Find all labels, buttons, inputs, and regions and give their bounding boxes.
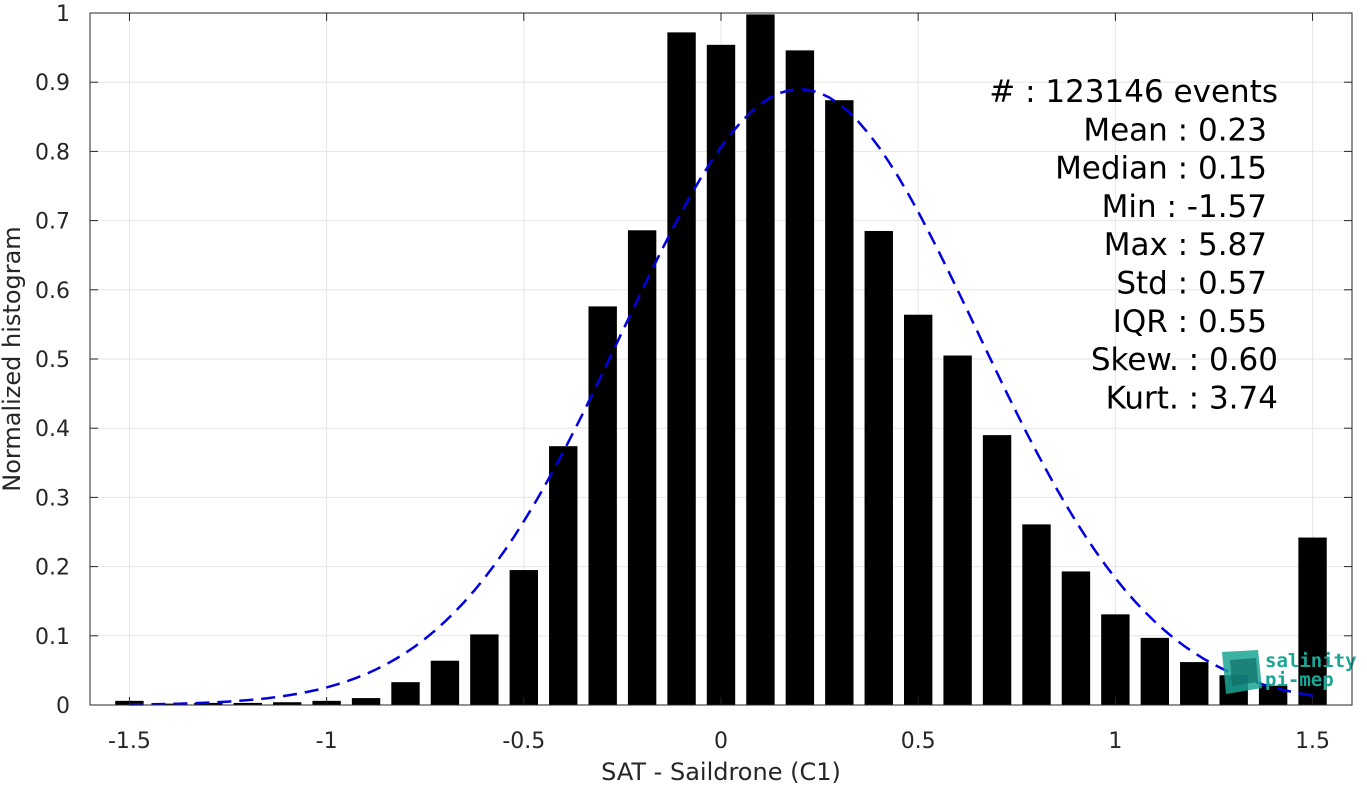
y-tick-label: 0.1 bbox=[35, 625, 70, 650]
stats-line: # : 123146 events bbox=[989, 74, 1278, 110]
histogram-bar bbox=[154, 703, 184, 705]
histogram-bar bbox=[785, 50, 815, 706]
y-tick-label: 0.7 bbox=[35, 210, 70, 235]
histogram-bar bbox=[272, 702, 302, 705]
y-tick-label: 0 bbox=[56, 694, 70, 719]
histogram-bar bbox=[1101, 614, 1130, 705]
stats-line: Median : 0.15 bbox=[1055, 151, 1267, 187]
y-tick-label: 0.8 bbox=[35, 140, 70, 165]
axis-ticks bbox=[90, 12, 1352, 706]
stats-line: Max : 5.87 bbox=[1104, 227, 1267, 263]
y-tick-label: 0.6 bbox=[35, 279, 70, 304]
histogram-bar bbox=[430, 660, 460, 705]
gaussian-fit-curve bbox=[129, 87, 1313, 706]
x-tick-label: -1.5 bbox=[108, 729, 151, 754]
histogram-bar bbox=[825, 100, 854, 705]
stats-line: Mean : 0.23 bbox=[1083, 112, 1267, 148]
histogram-bar bbox=[982, 435, 1012, 705]
stats-line: Kurt. : 3.74 bbox=[1106, 380, 1278, 416]
logo-line-salinity: salinity bbox=[1265, 650, 1357, 672]
y-tick-label: 0.5 bbox=[35, 348, 70, 373]
x-axis-label: SAT - Saildrone (C1) bbox=[601, 758, 841, 785]
histogram-bar bbox=[667, 32, 696, 706]
y-tick-label: 1 bbox=[56, 2, 70, 27]
histogram-bar bbox=[1022, 524, 1051, 705]
histogram-bar bbox=[706, 44, 736, 705]
histogram-bar bbox=[509, 570, 539, 705]
histogram-bar bbox=[1180, 662, 1209, 705]
histogram-bar bbox=[391, 682, 420, 705]
x-tick-label: -1 bbox=[316, 729, 338, 754]
salinity-pi-mep-logo: salinity pi-mep bbox=[1222, 650, 1357, 694]
logo-line-pi-mep: pi-mep bbox=[1265, 669, 1334, 691]
y-tick-label: 0.4 bbox=[35, 417, 70, 442]
histogram-bar bbox=[233, 702, 262, 705]
histogram-bar bbox=[1140, 637, 1170, 705]
x-tick-label: 0.5 bbox=[901, 729, 936, 754]
histogram-bar bbox=[627, 230, 657, 705]
y-tick-label: 0.2 bbox=[35, 556, 70, 581]
stats-line: Std : 0.57 bbox=[1116, 266, 1267, 302]
y-tick-label: 0.3 bbox=[35, 486, 70, 511]
histogram-bar bbox=[588, 306, 617, 705]
histogram-bar bbox=[549, 446, 578, 705]
histogram-bar bbox=[194, 702, 223, 705]
x-tick-label: 0 bbox=[714, 729, 728, 754]
histogram-bar bbox=[903, 314, 933, 705]
histogram-bar bbox=[1298, 537, 1327, 705]
stats-line: Skew. : 0.60 bbox=[1091, 342, 1278, 378]
x-tick-label: 1 bbox=[1108, 729, 1122, 754]
stats-line: Min : -1.57 bbox=[1102, 189, 1267, 225]
histogram-bar bbox=[1061, 571, 1091, 705]
histogram-bar bbox=[746, 14, 775, 706]
x-tick-label: 1.5 bbox=[1295, 729, 1330, 754]
stats-line: IQR : 0.55 bbox=[1113, 304, 1267, 340]
x-tick-label: -0.5 bbox=[502, 729, 545, 754]
x-tick-labels: -1.5 -1 -0.5 0 0.5 1 1.5 bbox=[108, 729, 1330, 754]
histogram-bar bbox=[470, 634, 499, 705]
y-tick-label: 0.9 bbox=[35, 71, 70, 96]
histogram-bar bbox=[943, 355, 972, 705]
histogram-bar bbox=[864, 230, 893, 706]
y-axis-label: Normalized histogram bbox=[0, 226, 26, 491]
y-tick-labels: 0 0.1 0.2 0.3 0.4 0.5 0.6 0.7 0.8 0.9 1 bbox=[35, 2, 70, 719]
histogram-bar bbox=[351, 698, 381, 705]
